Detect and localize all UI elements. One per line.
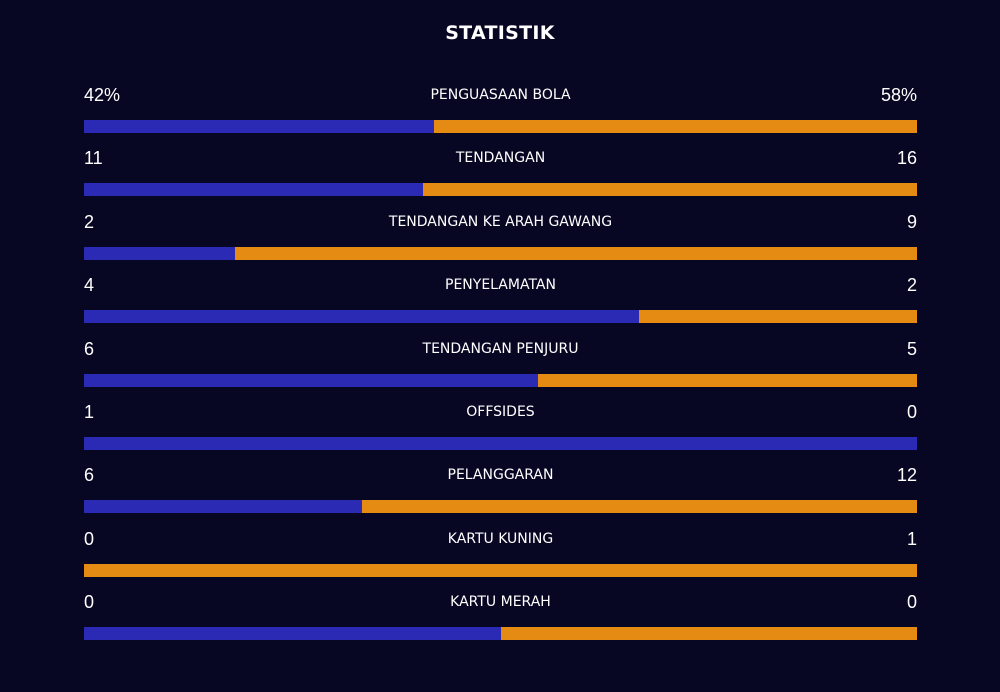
bar-home-segment	[84, 437, 917, 450]
home-value: 11	[84, 148, 103, 169]
bar-home-segment	[84, 310, 640, 324]
bar-away-segment	[639, 310, 917, 324]
stats-title: STATISTIK	[445, 22, 555, 44]
stat-label: TENDANGAN	[455, 150, 546, 167]
home-value: 0	[84, 528, 95, 549]
stat-bar	[84, 373, 917, 387]
stat-bar	[84, 563, 917, 577]
stat-label: KARTU MERAH	[450, 594, 551, 611]
bar-away-segment	[423, 183, 917, 197]
stat-label: TENDANGAN PENJURU	[422, 340, 579, 357]
away-value: 0	[906, 592, 917, 613]
stat-label: PELANGGARAN	[447, 467, 554, 484]
bar-away-segment	[500, 627, 917, 641]
bar-home-segment	[84, 373, 539, 387]
bar-away-segment	[235, 246, 917, 260]
bar-home-segment	[84, 500, 362, 514]
home-value: 4	[84, 275, 95, 296]
stat-bar	[84, 310, 917, 324]
bar-away-segment	[433, 120, 917, 133]
stat-row: 6 PELANGGARAN 12	[84, 464, 917, 514]
stat-row: 0 KARTU KUNING 1	[84, 528, 917, 578]
home-value: 6	[84, 465, 95, 486]
stat-label: PENYELAMATAN	[445, 277, 556, 294]
stat-row: 1 OFFSIDES 0	[84, 401, 917, 451]
stat-row: 11 TENDANGAN 16	[84, 147, 917, 197]
stat-label: PENGUASAAN BOLA	[430, 87, 571, 103]
stat-bar	[84, 500, 917, 514]
stat-label: KARTU KUNING	[447, 530, 554, 547]
home-value: 2	[84, 211, 95, 232]
bar-home-segment	[84, 120, 434, 133]
away-value: 16	[896, 148, 917, 169]
stat-row: 42% PENGUASAAN BOLA 58%	[84, 84, 917, 134]
away-value: 5	[906, 338, 917, 359]
away-value: 9	[906, 211, 917, 232]
home-value: 42%	[84, 85, 121, 105]
stat-label: TENDANGAN KE ARAH GAWANG	[388, 213, 613, 230]
stat-row: 4 PENYELAMATAN 2	[84, 274, 917, 324]
stat-row: 2 TENDANGAN KE ARAH GAWANG 9	[84, 211, 917, 261]
home-value: 1	[84, 402, 95, 422]
stat-row: 0 KARTU MERAH 0	[84, 591, 917, 641]
stat-bar	[84, 627, 917, 641]
home-value: 0	[84, 592, 95, 613]
stat-label: OFFSIDES	[466, 404, 535, 420]
bar-away-segment	[538, 373, 917, 387]
bar-home-segment	[84, 627, 501, 641]
away-value: 12	[896, 465, 917, 486]
stat-row: 6 TENDANGAN PENJURU 5	[84, 338, 917, 388]
home-value: 6	[84, 338, 95, 359]
bar-away-segment	[361, 500, 917, 514]
bar-home-segment	[84, 246, 236, 260]
away-value: 58%	[880, 85, 917, 105]
stat-bar	[84, 437, 917, 450]
stat-bar	[84, 120, 917, 133]
stat-bar	[84, 183, 917, 197]
away-value: 0	[906, 402, 917, 422]
away-value: 1	[906, 528, 917, 549]
stat-bar	[84, 246, 917, 260]
away-value: 2	[906, 275, 917, 296]
bar-home-segment	[84, 183, 424, 197]
bar-away-segment	[84, 563, 917, 577]
